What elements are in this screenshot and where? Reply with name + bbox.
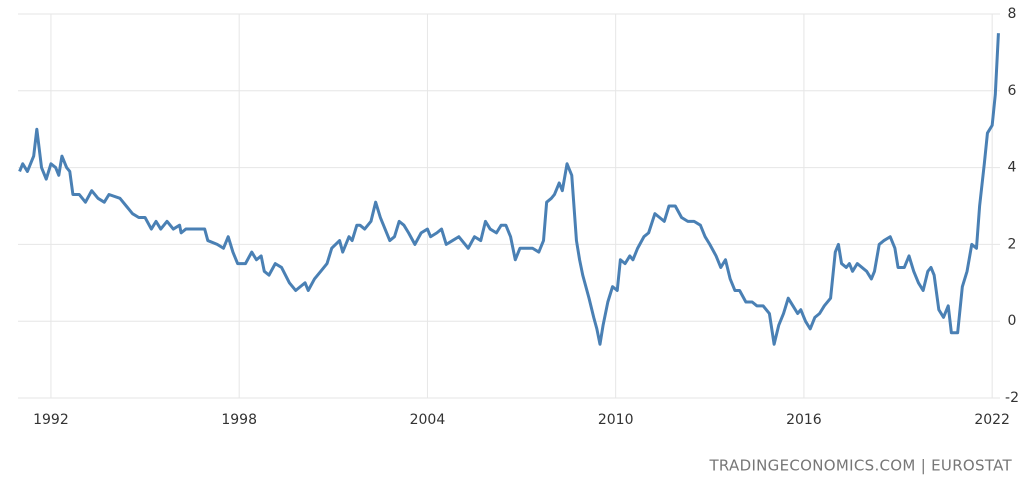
y-tick-label: 0 [1008, 313, 1017, 329]
y-tick-label: 4 [1008, 160, 1017, 176]
x-tick-label: 2022 [974, 412, 1010, 428]
data-line [18, 33, 1000, 346]
y-tick-label: 8 [1008, 6, 1017, 22]
x-tick-label: 2004 [410, 412, 446, 428]
y-tick-label: 6 [1008, 83, 1017, 99]
x-tick-label: 1998 [221, 412, 257, 428]
x-tick-label: 1992 [33, 412, 69, 428]
source: TRADINGECONOMICS.COM | EUROSTAT [708, 457, 1012, 475]
x-tick-label: 2010 [598, 412, 634, 428]
y-tick-label: -2 [1005, 390, 1019, 406]
y-tick-label: 2 [1008, 236, 1017, 252]
x-tick-label: 2016 [786, 412, 822, 428]
